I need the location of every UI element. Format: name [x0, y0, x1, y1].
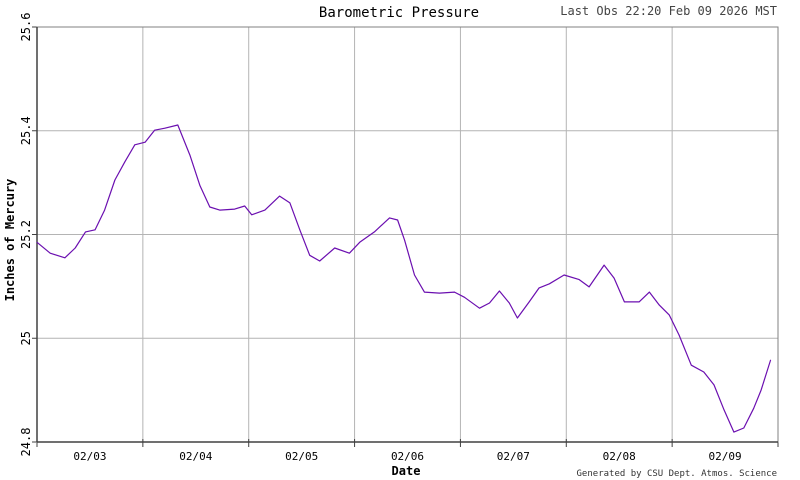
x-tick-label: 02/07 — [497, 450, 530, 463]
data-point — [563, 274, 565, 276]
data-point — [209, 206, 211, 208]
data-point — [94, 229, 96, 231]
data-point — [189, 154, 191, 156]
x-tick-label: 02/06 — [391, 450, 424, 463]
data-point — [36, 241, 38, 243]
data-point — [397, 219, 398, 221]
data-point — [234, 208, 236, 210]
data-point — [770, 359, 772, 361]
x-tick-label: 02/04 — [179, 450, 212, 463]
data-point — [623, 301, 625, 303]
data-point — [334, 247, 336, 249]
data-point — [464, 296, 465, 298]
data-point — [404, 239, 405, 241]
data-point — [723, 409, 725, 411]
data-point — [309, 254, 311, 256]
data-point — [489, 302, 490, 304]
chart-title: Barometric Pressure — [319, 5, 479, 21]
pressure-series-line — [36, 124, 772, 433]
data-point — [668, 314, 670, 316]
data-point — [648, 291, 650, 293]
data-point — [658, 304, 660, 306]
data-point — [319, 260, 321, 262]
data-point — [264, 209, 266, 211]
data-point — [690, 364, 692, 366]
data-point — [164, 127, 166, 129]
data-point — [74, 247, 76, 249]
data-point — [414, 274, 415, 276]
data-point — [219, 209, 221, 211]
data-point — [64, 257, 66, 259]
data-point — [144, 141, 146, 143]
data-point — [154, 129, 156, 131]
data-point — [743, 427, 745, 429]
data-point — [299, 229, 301, 231]
y-axis-label: Inches of Mercury — [3, 179, 17, 302]
data-point — [578, 279, 580, 281]
data-point — [389, 217, 390, 219]
data-point — [359, 241, 361, 243]
axes — [32, 26, 779, 447]
data-point — [528, 301, 530, 303]
data-point — [85, 231, 86, 233]
data-point — [439, 292, 440, 294]
data-point — [498, 290, 500, 292]
credit-text: Generated by CSU Dept. Atmos. Science — [577, 469, 777, 479]
series-line-group — [36, 124, 772, 433]
data-point — [279, 195, 280, 197]
data-point — [199, 184, 201, 186]
y-tick-label: 24.8 — [19, 428, 33, 457]
data-point — [508, 302, 510, 304]
data-point — [678, 334, 680, 336]
last-obs-text: Last Obs 22:20 Feb 09 2026 MST — [560, 4, 777, 18]
data-point — [454, 291, 455, 293]
data-point — [289, 202, 291, 204]
y-tick-label: 25.6 — [19, 13, 33, 42]
data-point — [613, 277, 615, 279]
data-point — [49, 252, 51, 254]
data-point — [753, 407, 755, 409]
y-tick-label: 25.4 — [19, 116, 33, 145]
data-point — [374, 231, 375, 233]
data-point — [703, 371, 705, 373]
data-point — [251, 214, 253, 216]
data-point — [349, 252, 350, 254]
x-tick-label: 02/03 — [73, 450, 106, 463]
x-tick-label: 02/09 — [709, 450, 742, 463]
x-tick-label: 02/05 — [285, 450, 318, 463]
data-point — [124, 161, 126, 163]
data-point — [603, 264, 605, 266]
grid — [37, 26, 778, 443]
data-point — [733, 431, 735, 433]
x-axis-label: Date — [392, 464, 421, 478]
data-point — [548, 283, 550, 285]
data-point — [244, 205, 246, 207]
data-point — [538, 287, 540, 289]
data-point — [134, 144, 136, 146]
data-point — [479, 307, 480, 309]
data-point — [588, 286, 590, 288]
y-tick-label: 25.2 — [19, 220, 33, 249]
data-point — [638, 301, 640, 303]
y-tick-labels: 24.8 25 25.2 25.4 25.6 — [19, 13, 33, 457]
x-tick-labels: 02/03 02/04 02/05 02/06 02/07 02/08 02/09 — [73, 450, 741, 463]
data-point — [177, 124, 179, 126]
data-point — [114, 179, 116, 181]
data-point — [104, 209, 106, 211]
data-point — [517, 317, 518, 319]
data-point — [760, 389, 762, 391]
data-point — [424, 291, 425, 293]
x-tick-label: 02/08 — [603, 450, 636, 463]
y-tick-label: 25 — [19, 331, 33, 345]
data-point — [713, 384, 715, 386]
